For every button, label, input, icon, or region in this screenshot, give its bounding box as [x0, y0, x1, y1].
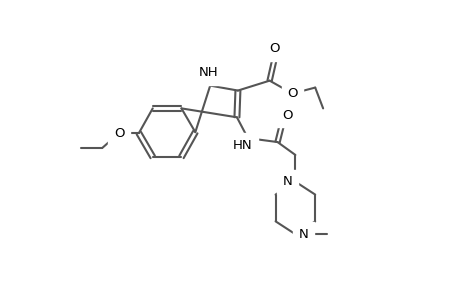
Text: O: O	[269, 42, 279, 56]
Text: N: N	[298, 228, 308, 241]
Text: N: N	[282, 175, 292, 188]
Text: HN: HN	[233, 139, 252, 152]
Text: O: O	[282, 109, 292, 122]
Text: O: O	[286, 87, 297, 100]
Text: O: O	[113, 127, 124, 140]
Text: NH: NH	[198, 66, 218, 79]
